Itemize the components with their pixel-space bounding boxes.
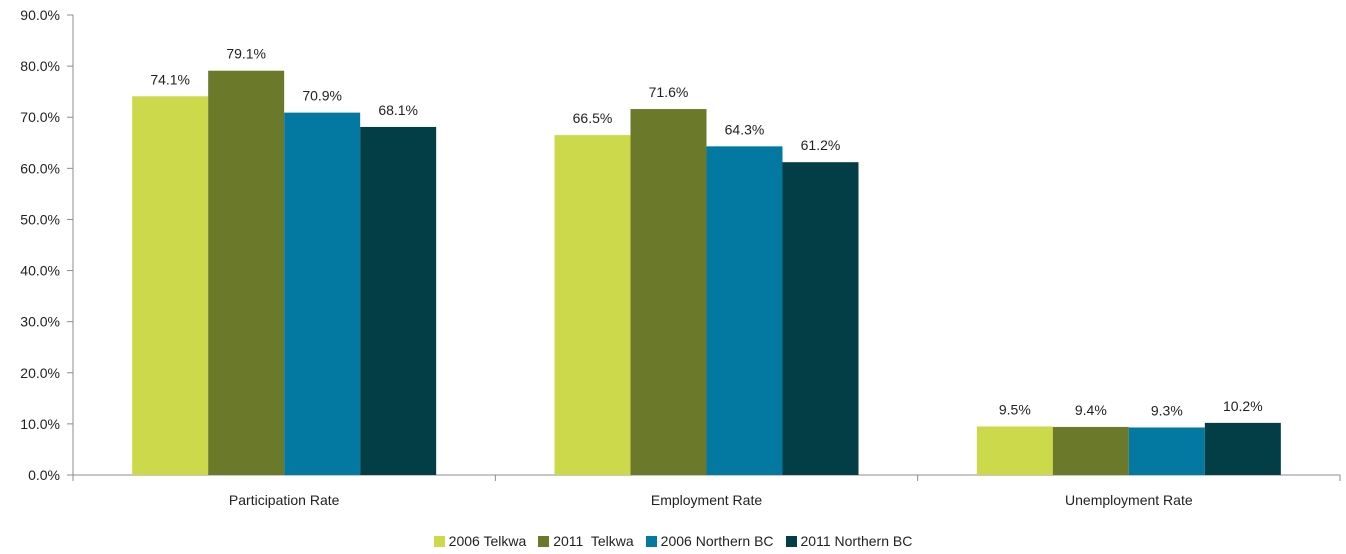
- data-label: 70.9%: [302, 88, 342, 104]
- bar: [1052, 426, 1129, 475]
- data-label: 71.6%: [649, 84, 689, 100]
- y-tick-label: 90.0%: [20, 7, 60, 23]
- data-label: 9.5%: [999, 401, 1031, 417]
- category-label: Unemployment Rate: [1065, 492, 1193, 508]
- bar: [706, 146, 783, 475]
- bar: [976, 426, 1053, 475]
- legend-item: 2011 Northern BC: [785, 533, 913, 549]
- legend-label: 2006 Northern BC: [660, 533, 774, 549]
- data-label: 10.2%: [1223, 398, 1263, 414]
- data-label: 61.2%: [801, 137, 841, 153]
- data-label: 64.3%: [725, 121, 765, 137]
- legend-swatch: [645, 535, 657, 547]
- legend-swatch: [785, 535, 797, 547]
- y-tick-label: 30.0%: [20, 314, 60, 330]
- legend-swatch: [538, 535, 550, 547]
- bar: [1204, 422, 1281, 475]
- legend-swatch: [433, 535, 445, 547]
- category-label: Employment Rate: [651, 492, 762, 508]
- y-tick-label: 50.0%: [20, 211, 60, 227]
- y-tick-label: 0.0%: [28, 467, 60, 483]
- category-label: Participation Rate: [229, 492, 340, 508]
- legend-label: 2006 Telkwa: [448, 533, 527, 549]
- data-label: 68.1%: [378, 102, 418, 118]
- legend-label: 2011 Telkwa: [553, 533, 634, 549]
- legend-label: 2011 Northern BC: [800, 533, 913, 549]
- bar: [208, 70, 285, 475]
- bar: [360, 126, 437, 475]
- bar: [284, 112, 361, 475]
- legend: 2006 Telkwa 2011 Telkwa 2006 Northern BC 20…: [0, 533, 1346, 549]
- y-tick-label: 10.0%: [20, 416, 60, 432]
- bar: [554, 135, 631, 475]
- y-tick-label: 20.0%: [20, 365, 60, 381]
- data-label: 66.5%: [573, 110, 613, 126]
- bar-chart: 0.0% 10.0% 20.0% 30.0% 40.0% 50.0% 60.0% 70.0% 8…: [20, 7, 1341, 508]
- bar: [782, 162, 859, 475]
- data-label: 74.1%: [150, 71, 190, 87]
- legend-item: 2006 Northern BC: [645, 533, 774, 549]
- y-tick-label: 60.0%: [20, 160, 60, 176]
- data-label: 9.4%: [1075, 402, 1107, 418]
- y-tick-label: 70.0%: [20, 109, 60, 125]
- data-label: 9.3%: [1151, 402, 1183, 418]
- bar: [1128, 427, 1205, 475]
- legend-item: 2006 Telkwa: [433, 533, 527, 549]
- bar: [132, 96, 209, 476]
- legend-item: 2011 Telkwa: [538, 533, 634, 549]
- bar: [630, 109, 707, 476]
- y-tick-label: 80.0%: [20, 58, 60, 74]
- data-label: 79.1%: [226, 46, 266, 62]
- y-tick-label: 40.0%: [20, 263, 60, 279]
